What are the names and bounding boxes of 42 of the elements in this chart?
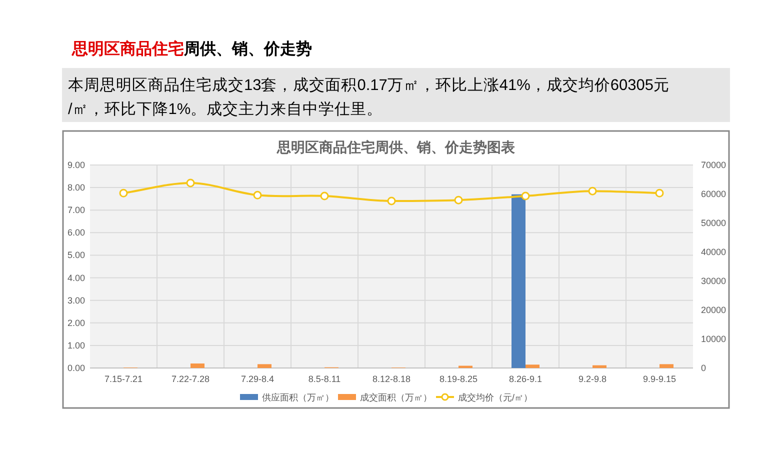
y-tick-label: 3.00 — [67, 295, 85, 306]
text: 思明区商品住宅周供、销、价走势图表 — [276, 139, 516, 155]
point — [387, 196, 396, 206]
point — [454, 196, 463, 204]
y-tick-label: 4.00 — [67, 272, 85, 283]
y-tick-label: 7.00 — [67, 205, 85, 216]
y2-tick-label: 0 — [701, 363, 706, 373]
x-tick-label: 9.9-9.15 — [642, 374, 676, 384]
y2-tick-label: 70000 — [701, 160, 726, 170]
y-tick-label: 8.00 — [67, 182, 85, 193]
title: 思明区商品住宅周供、销、价走势 — [72, 41, 312, 58]
x-tick-label: 7.15-7.21 — [104, 374, 143, 384]
subtitle: 本周思明区商品住宅成交13套，成交面积0.17万㎡，环比上涨41%，成交均价60305元/㎡，环比下降1%。成交主力来自中学仕里。 — [68, 77, 670, 118]
y-tick-label: 5.00 — [67, 250, 85, 260]
point — [588, 186, 597, 196]
x-tick-label: 7.22-7.28 — [171, 374, 210, 384]
point — [655, 188, 664, 198]
point — [320, 192, 329, 200]
legend-label: 供应面积（万㎡） — [262, 392, 334, 402]
y2-tick-label: 60000 — [701, 189, 726, 199]
y2-tick-label: 30000 — [701, 276, 726, 286]
x-tick-label: 9.2-9.8 — [578, 374, 607, 384]
y2-tick-label: 10000 — [701, 334, 726, 344]
x-tick-label: 8.5-8.11 — [308, 374, 341, 384]
point — [186, 178, 195, 188]
x-tick-label: 8.19-8.25 — [439, 374, 478, 384]
point — [119, 188, 128, 198]
y2-tick-label: 50000 — [701, 218, 726, 228]
y-tick-label: 9.00 — [67, 160, 85, 170]
y-tick-label: 0.00 — [67, 363, 85, 373]
y-tick-label: 2.00 — [67, 318, 85, 328]
y-tick-label: 1.00 — [67, 340, 85, 350]
point — [521, 192, 530, 200]
y2-tick-label: 40000 — [701, 247, 726, 257]
legend-label: 成交均价（元/㎡） — [458, 392, 533, 402]
x-tick-label: 8.26-9.1 — [508, 374, 542, 384]
x-tick-label: 8.12-8.18 — [372, 374, 411, 384]
y2-tick-label: 20000 — [701, 305, 726, 315]
point — [253, 190, 262, 200]
y-tick-label: 6.00 — [67, 228, 85, 238]
legend-label: 成交面积（万㎡） — [360, 392, 432, 402]
x-tick-label: 7.29-8.4 — [240, 374, 274, 384]
